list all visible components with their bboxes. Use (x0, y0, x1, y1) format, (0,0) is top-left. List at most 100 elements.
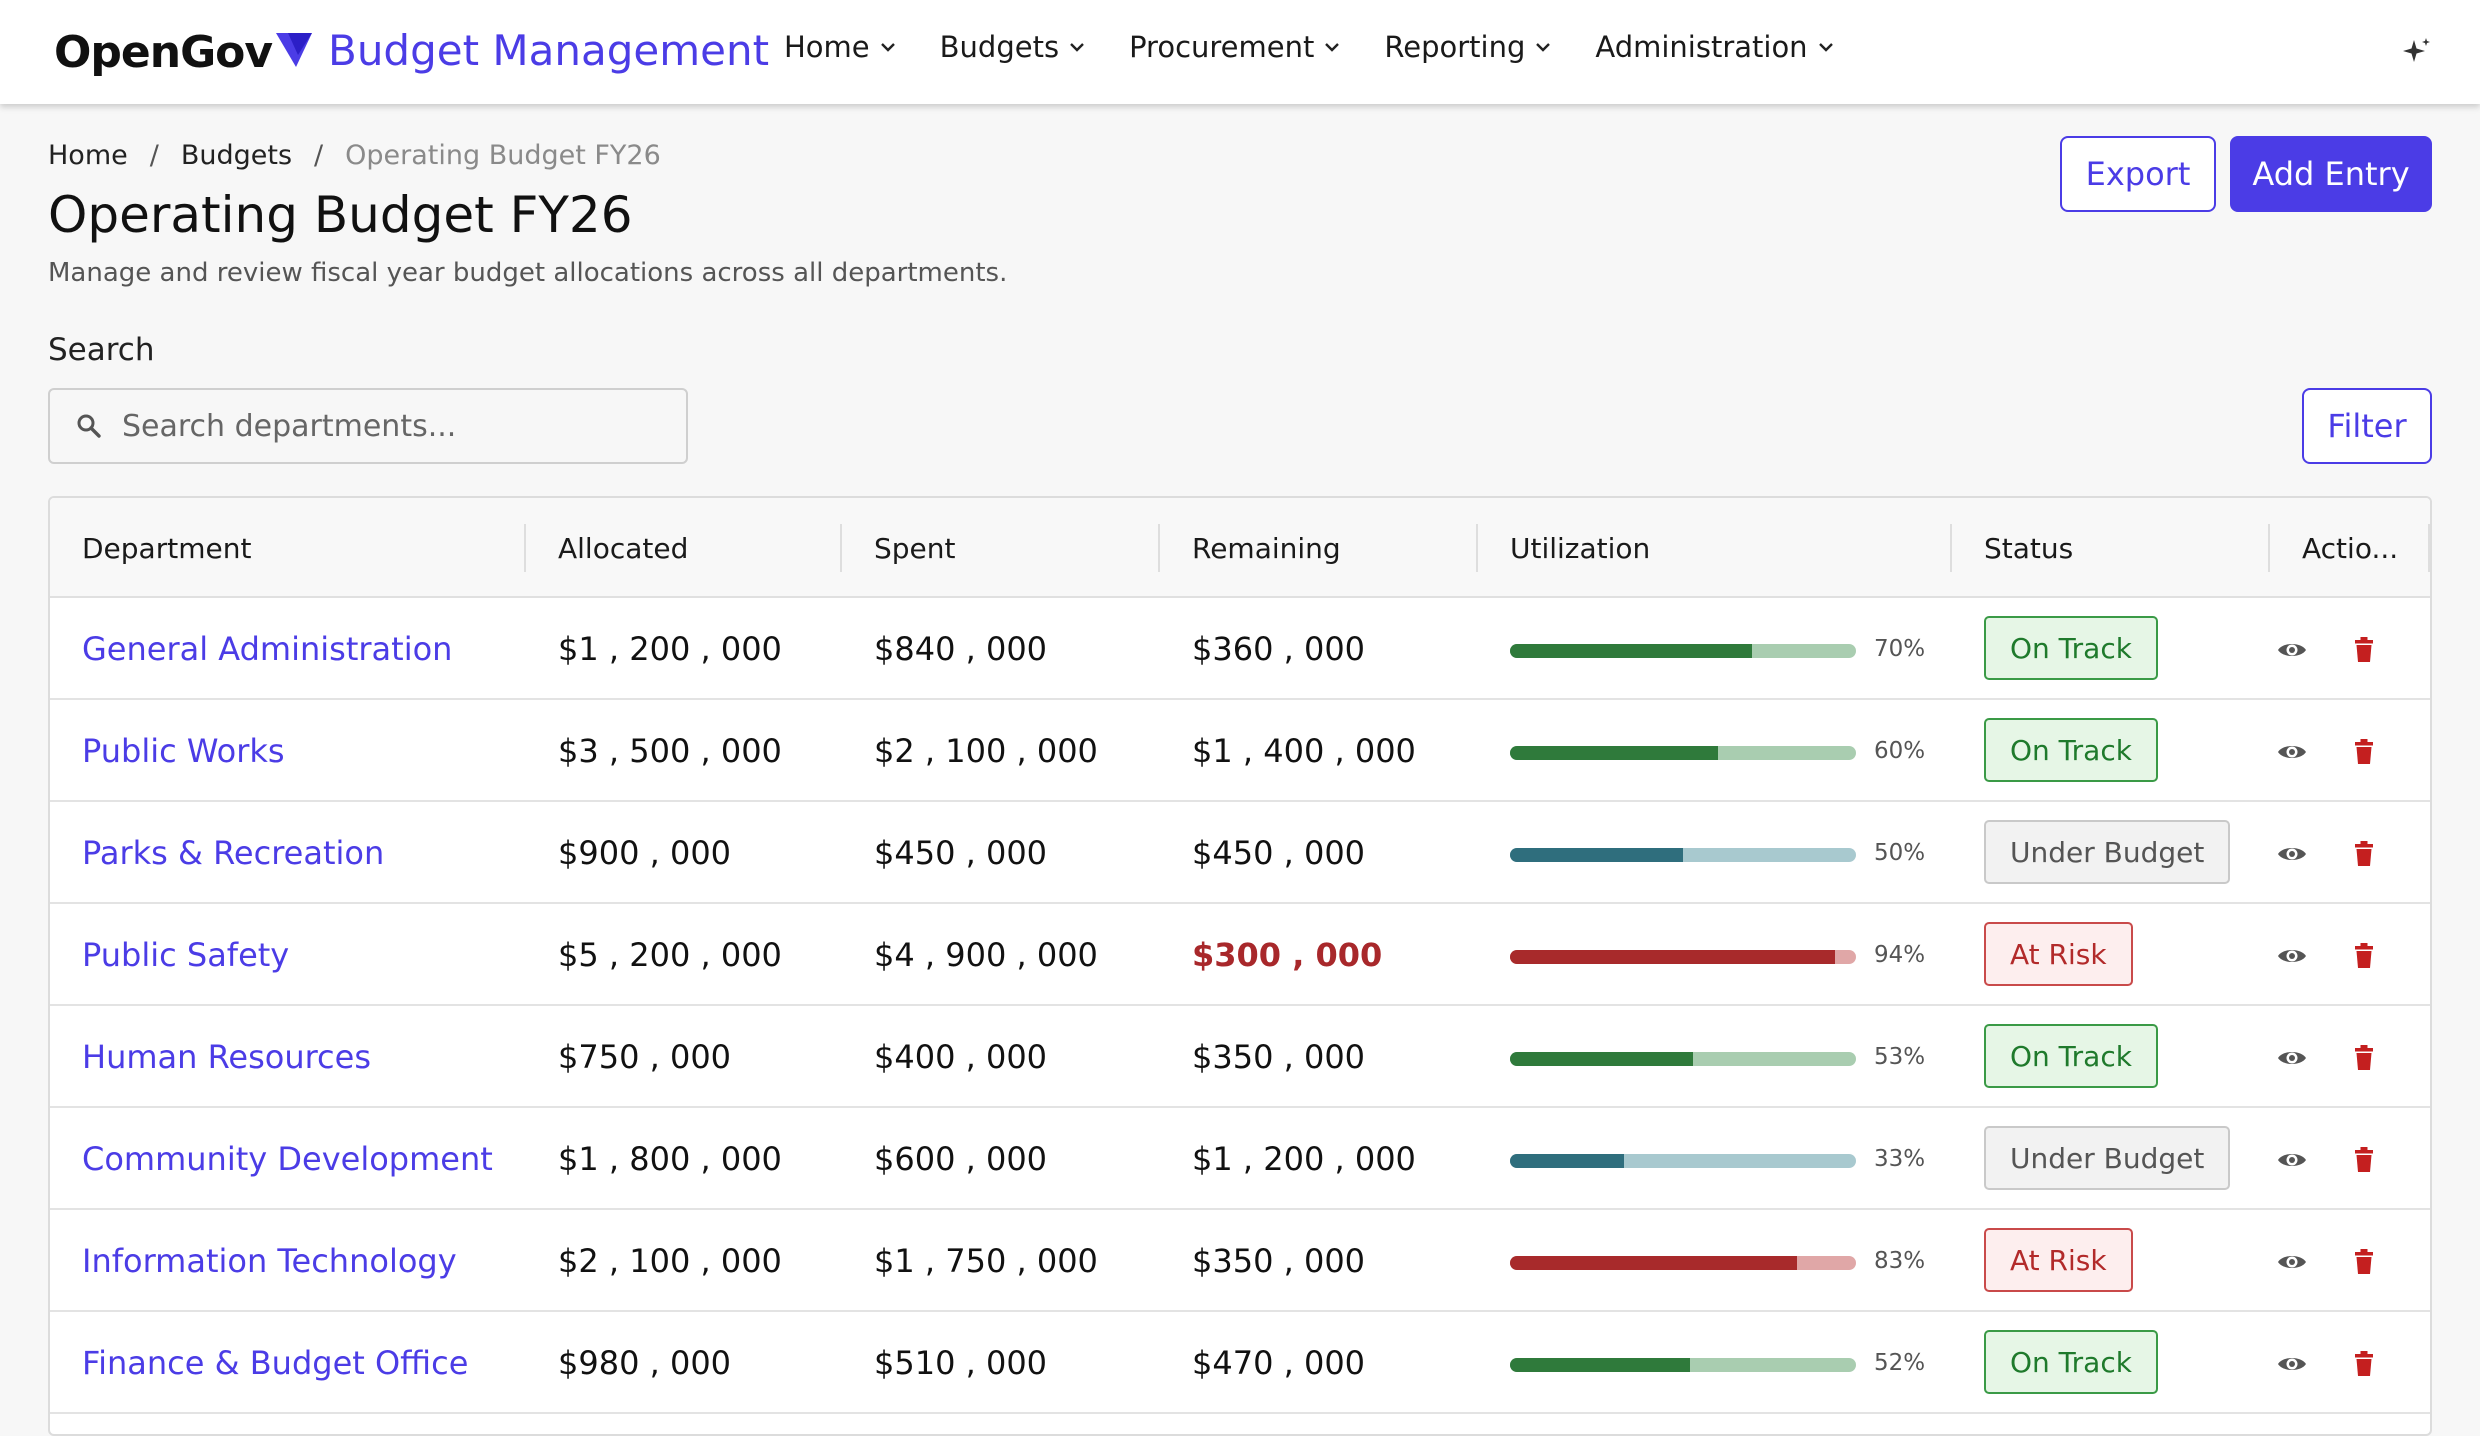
utilization-bar (1510, 1358, 1856, 1372)
allocated-value: $1 , 200 , 000 (558, 630, 782, 668)
spent-value: $400 , 000 (874, 1038, 1048, 1076)
eye-icon[interactable] (2276, 838, 2308, 870)
eye-icon[interactable] (2276, 1042, 2308, 1074)
nav-item-budgets[interactable]: Budgets (940, 30, 1085, 64)
eye-icon[interactable] (2276, 1348, 2308, 1380)
department-link[interactable]: Human Resources (82, 1038, 371, 1076)
breadcrumb-home[interactable]: Home (48, 140, 128, 171)
trash-icon[interactable] (2348, 838, 2380, 870)
trash-icon[interactable] (2348, 1246, 2380, 1278)
utilization-bar (1510, 950, 1856, 964)
remaining-value: $350 , 000 (1192, 1242, 1366, 1280)
utilization-percent: 52% (1874, 1350, 1926, 1376)
trash-icon[interactable] (2348, 1144, 2380, 1176)
trash-icon[interactable] (2348, 940, 2380, 972)
nav-item-label: Administration (1595, 30, 1808, 64)
utilization-bar (1510, 644, 1856, 658)
utilization-percent: 53% (1874, 1044, 1926, 1070)
column-divider[interactable] (1476, 524, 1478, 572)
trash-icon[interactable] (2348, 1042, 2380, 1074)
column-divider[interactable] (1158, 524, 1160, 572)
search-input[interactable] (122, 408, 682, 444)
search-icon (77, 414, 101, 438)
eye-icon[interactable] (2276, 736, 2308, 768)
utilization-bar-fill (1510, 1052, 1693, 1066)
trash-icon[interactable] (2348, 736, 2380, 768)
utilization-bar-fill (1510, 848, 1683, 862)
status-badge: At Risk (1984, 1228, 2133, 1292)
column-header-department[interactable]: Department (82, 531, 252, 565)
breadcrumb-budgets[interactable]: Budgets (180, 140, 293, 171)
top-nav-bar: OpenGov Budget Management Home Budgets Pro… (0, 0, 2480, 104)
nav-item-reporting[interactable]: Reporting (1384, 30, 1551, 64)
add-entry-button[interactable]: Add Entry (2230, 136, 2432, 212)
main-nav: Home Budgets Procurement Reporting Administr… (784, 30, 1878, 64)
column-divider[interactable] (2268, 524, 2270, 572)
column-divider[interactable] (1950, 524, 1952, 572)
table-row[interactable]: Parks & Recreation $900 , 000 $450 , 000 $4… (50, 802, 2430, 904)
remaining-value: $1 , 400 , 000 (1192, 732, 1416, 770)
table-row[interactable]: General Administration $1 , 200 , 000 $840… (50, 598, 2430, 700)
column-header-utilization[interactable]: Utilization (1510, 531, 1651, 565)
nav-item-administration[interactable]: Administration (1595, 30, 1833, 64)
trash-icon[interactable] (2348, 634, 2380, 666)
department-link[interactable]: General Administration (82, 630, 453, 668)
table-row[interactable]: Information Technology $2 , 100 , 000 $1 ,… (50, 1210, 2430, 1312)
utilization-bar-fill (1510, 1256, 1797, 1270)
nav-item-label: Procurement (1129, 30, 1315, 64)
status-badge: Under Budget (1984, 820, 2231, 884)
department-link[interactable]: Public Safety (82, 936, 290, 974)
department-link[interactable]: Public Works (82, 732, 285, 770)
utilization-bar (1510, 848, 1856, 862)
search-field[interactable] (48, 388, 688, 464)
department-link[interactable]: Parks & Recreation (82, 834, 385, 872)
trash-icon[interactable] (2348, 1348, 2380, 1380)
column-header-allocated[interactable]: Allocated (558, 531, 689, 565)
logo-mark-icon (276, 33, 313, 67)
filter-button[interactable]: Filter (2302, 388, 2432, 464)
table-row[interactable]: Human Resources $750 , 000 $400 , 000 $350 … (50, 1006, 2430, 1108)
remaining-value: $470 , 000 (1192, 1344, 1366, 1382)
nav-item-label: Reporting (1384, 30, 1526, 64)
spent-value: $2 , 100 , 000 (874, 732, 1098, 770)
eye-icon[interactable] (2276, 1144, 2308, 1176)
sparkle-icon[interactable] (2402, 36, 2432, 66)
utilization-percent: 60% (1874, 738, 1926, 764)
search-label: Search (48, 332, 155, 368)
utilization-bar-fill (1510, 746, 1718, 760)
department-link[interactable]: Finance & Budget Office (82, 1344, 469, 1382)
utilization-bar (1510, 1256, 1856, 1270)
table-row[interactable]: Public Safety $5 , 200 , 000 $4 , 900 , 00… (50, 904, 2430, 1006)
allocated-value: $980 , 000 (558, 1344, 732, 1382)
utilization-bar-fill (1510, 1154, 1624, 1168)
nav-item-home[interactable]: Home (784, 30, 896, 64)
column-header-remaining[interactable]: Remaining (1192, 531, 1341, 565)
eye-icon[interactable] (2276, 940, 2308, 972)
nav-item-label: Home (784, 30, 870, 64)
utilization-bar (1510, 1154, 1856, 1168)
department-link[interactable]: Community Development (82, 1140, 493, 1178)
eye-icon[interactable] (2276, 634, 2308, 666)
column-divider[interactable] (840, 524, 842, 572)
column-divider[interactable] (2428, 524, 2430, 572)
eye-icon[interactable] (2276, 1246, 2308, 1278)
opengov-logo[interactable]: OpenGov (54, 22, 314, 82)
spent-value: $840 , 000 (874, 630, 1048, 668)
nav-item-procurement[interactable]: Procurement (1129, 30, 1340, 64)
table-row[interactable]: Public Works $3 , 500 , 000 $2 , 100 , 000… (50, 700, 2430, 802)
breadcrumb-separator: / (314, 140, 324, 171)
column-divider[interactable] (524, 524, 526, 572)
table-row[interactable]: Finance & Budget Office $980 , 000 $510 , … (50, 1312, 2430, 1414)
export-button[interactable]: Export (2060, 136, 2216, 212)
utilization-bar-fill (1510, 1358, 1690, 1372)
column-header-status[interactable]: Status (1984, 531, 2074, 565)
chevron-down-icon (1818, 43, 1833, 52)
department-link[interactable]: Information Technology (82, 1242, 457, 1280)
table-row[interactable]: Community Development $1 , 800 , 000 $600 … (50, 1108, 2430, 1210)
column-header-actions[interactable]: Actio... (2302, 531, 2399, 565)
utilization-percent: 83% (1874, 1248, 1926, 1274)
column-header-spent[interactable]: Spent (874, 531, 956, 565)
app-title: Budget Management (328, 26, 770, 75)
status-badge: On Track (1984, 616, 2158, 680)
utilization-percent: 70% (1874, 636, 1926, 662)
